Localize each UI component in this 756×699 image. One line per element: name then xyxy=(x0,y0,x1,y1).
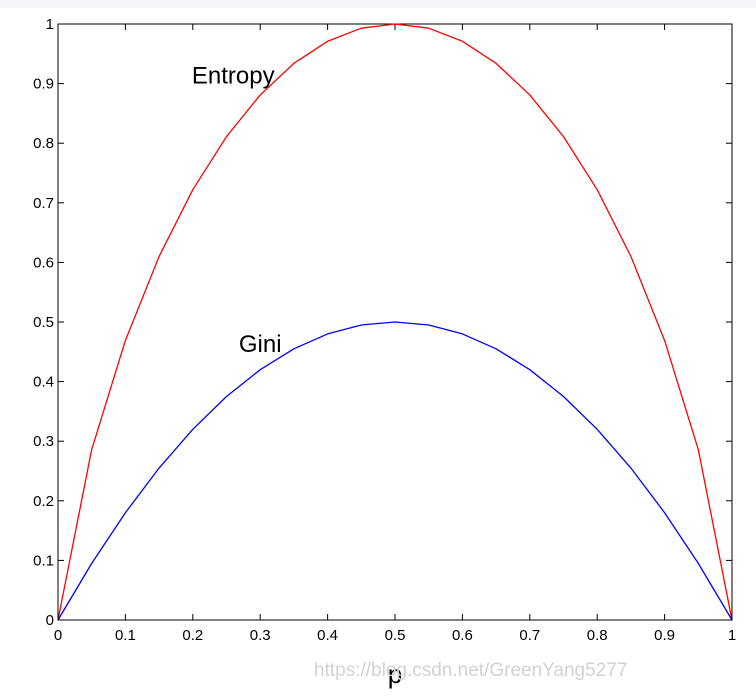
y-tick-label: 0.5 xyxy=(33,314,54,331)
ticks-layer: 0 0.1 0.2 0.3 0.4 0.5 0.6 0.7 0.8 0.9 1 0 0.1 0.2 0.3 0… xyxy=(33,16,736,644)
y-tick-label: 0.8 xyxy=(33,135,54,152)
y-tick-label: 0.1 xyxy=(33,552,54,569)
y-tick-label: 0.9 xyxy=(33,76,54,93)
y-tick-label: 0.4 xyxy=(33,374,54,391)
x-tick-label: 0.4 xyxy=(317,627,338,644)
y-tick-label: 0.6 xyxy=(33,254,54,271)
y-tick-label: 0 xyxy=(46,612,54,629)
y-tick-label: 0.3 xyxy=(33,433,54,450)
x-tick-label: 0.8 xyxy=(587,627,608,644)
x-tick-label: 0.3 xyxy=(250,627,271,644)
y-tick-label: 0.2 xyxy=(33,493,54,510)
x-tick-label: 0 xyxy=(54,627,62,644)
top-band xyxy=(0,0,756,8)
series-label-gini: Gini xyxy=(239,331,282,358)
x-tick-label: 0.6 xyxy=(452,627,473,644)
y-tick-label: 1 xyxy=(46,16,54,33)
x-tick-label: 1 xyxy=(728,627,736,644)
x-tick-label: 0.9 xyxy=(654,627,675,644)
y-tick-label: 0.7 xyxy=(33,195,54,212)
series-line-gini xyxy=(57,321,733,621)
x-tick-label: 0.5 xyxy=(385,627,406,644)
x-axis-label: p xyxy=(388,659,402,689)
x-tick-label: 0.1 xyxy=(115,627,136,644)
series-label-entropy: Entropy xyxy=(192,63,275,90)
watermark-text: https://blog.csdn.net/GreenYang5277 xyxy=(314,660,628,681)
x-tick-label: 0.2 xyxy=(182,627,203,644)
x-tick-label: 0.7 xyxy=(519,627,540,644)
annotation-layer: Entropy Gini xyxy=(192,63,282,358)
